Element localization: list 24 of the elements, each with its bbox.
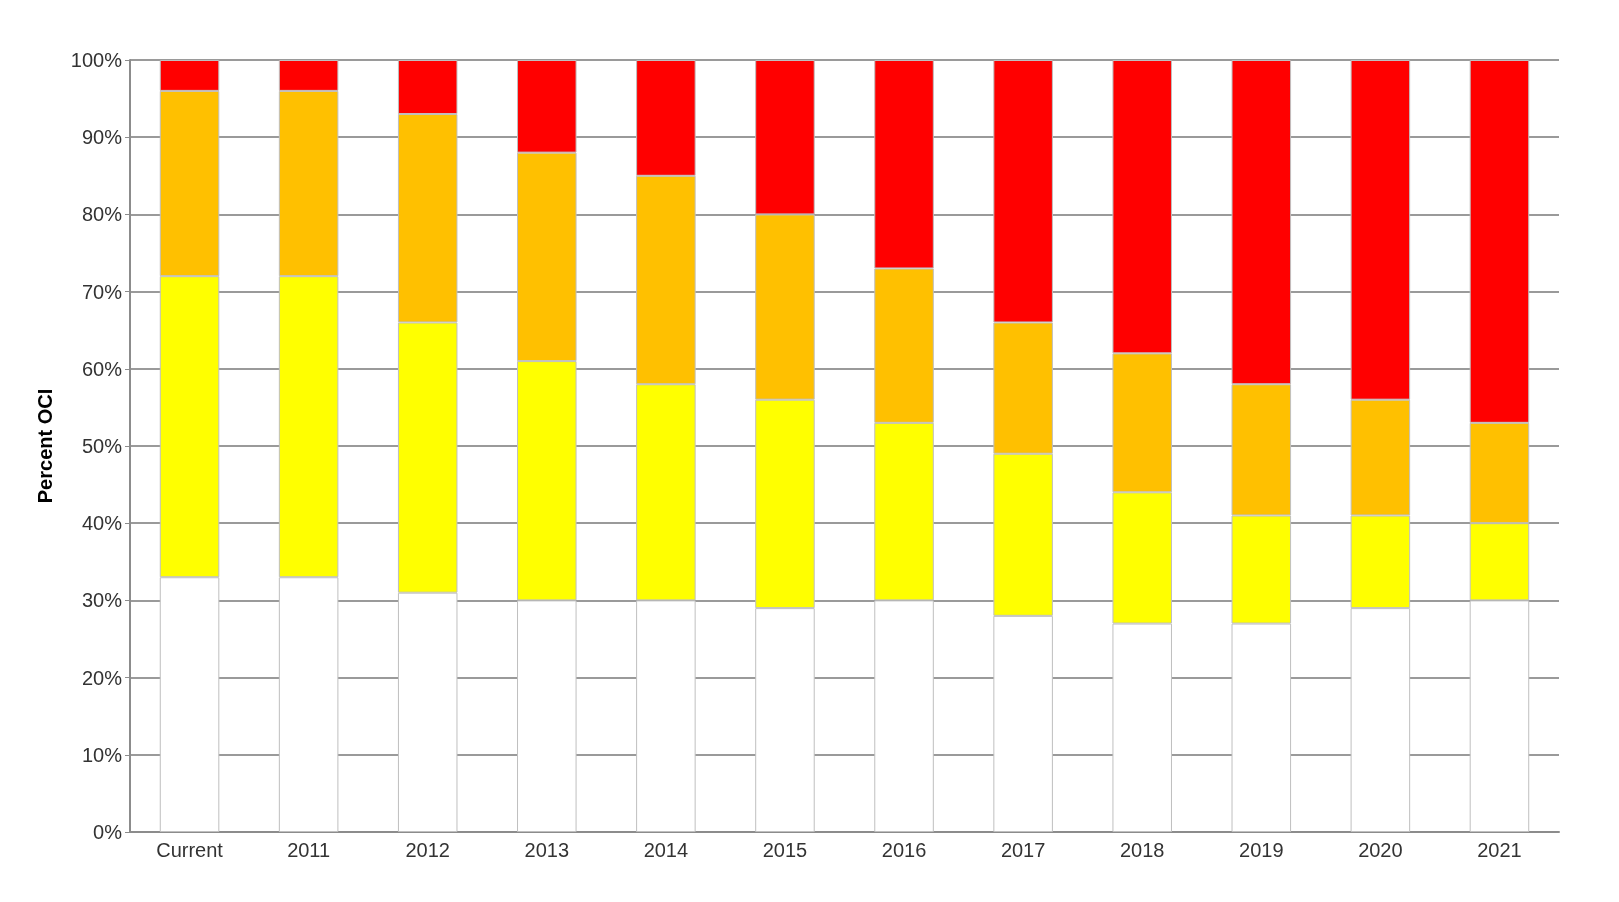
x-tick-label: 2020 <box>1358 839 1403 861</box>
y-tick-label: 50% <box>81 435 123 457</box>
y-tick-label: 100% <box>70 49 123 71</box>
x-tick-label: 2014 <box>643 839 689 861</box>
y-tick-label: 80% <box>81 203 123 226</box>
y-tick-label: 30% <box>81 589 123 612</box>
y-tick-label: 70% <box>81 280 123 303</box>
y-tick-label: 0% <box>93 821 123 843</box>
x-tick-label: 2012 <box>405 839 450 861</box>
y-tick-label: 90% <box>81 126 123 149</box>
y-tick-label: 10% <box>81 743 123 766</box>
y-tick-label: 20% <box>81 666 123 689</box>
x-tick-label: 2018 <box>1119 839 1165 861</box>
x-tick-label: Current <box>156 839 224 861</box>
y-tick-label: 60% <box>81 357 123 380</box>
x-tick-label: 2013 <box>524 839 570 861</box>
x-tick-label: 2019 <box>1239 839 1284 861</box>
x-tick-label: 2016 <box>881 839 927 861</box>
x-tick-label: 2011 <box>287 839 331 861</box>
y-axis-title: Percent OCI <box>34 388 56 504</box>
y-tick-label: 40% <box>81 512 123 535</box>
x-tick-label: 2021 <box>1477 839 1522 861</box>
x-tick-label: 2017 <box>1000 839 1046 861</box>
x-tick-label: 2015 <box>762 839 808 861</box>
